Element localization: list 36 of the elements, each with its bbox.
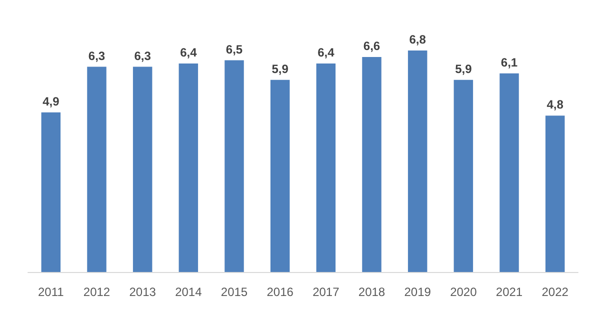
- bar: [316, 64, 336, 272]
- x-tick-label: 2011: [38, 285, 64, 299]
- data-label: 6,4: [318, 46, 335, 60]
- data-label: 5,9: [272, 62, 289, 76]
- bar: [454, 80, 474, 272]
- x-tick-label: 2019: [404, 285, 432, 299]
- bar: [132, 66, 152, 272]
- bar: [224, 60, 244, 272]
- x-tick-label: 2015: [220, 285, 248, 299]
- x-tick-label: 2018: [358, 285, 386, 299]
- bar: [545, 116, 565, 272]
- x-tick-label: 2012: [83, 285, 110, 299]
- x-tick-label: 2022: [542, 285, 569, 299]
- data-label: 4,9: [42, 94, 60, 108]
- bar: [87, 66, 106, 272]
- x-tick-label: 2020: [450, 285, 478, 299]
- x-tick-label: 2014: [175, 285, 202, 299]
- data-label: 4,8: [546, 98, 564, 112]
- data-label: 6,5: [226, 42, 243, 56]
- bar: [178, 64, 198, 272]
- data-label: 6,3: [88, 48, 106, 63]
- x-tick-label: 2016: [266, 285, 294, 299]
- bar: [41, 112, 61, 272]
- data-label: 6,1: [500, 55, 518, 70]
- data-label: 6,4: [180, 46, 198, 60]
- data-label: 6,3: [134, 48, 152, 63]
- x-tick-label: 2021: [496, 285, 523, 299]
- data-label: 6,6: [363, 39, 380, 54]
- bar: [408, 50, 428, 272]
- bar: [500, 73, 519, 272]
- bar: [362, 57, 382, 272]
- bar: [270, 80, 290, 272]
- data-label: 6,8: [409, 32, 426, 47]
- x-tick-label: 2017: [312, 285, 340, 299]
- x-tick-label: 2013: [129, 285, 156, 299]
- data-label: 5,9: [455, 62, 472, 76]
